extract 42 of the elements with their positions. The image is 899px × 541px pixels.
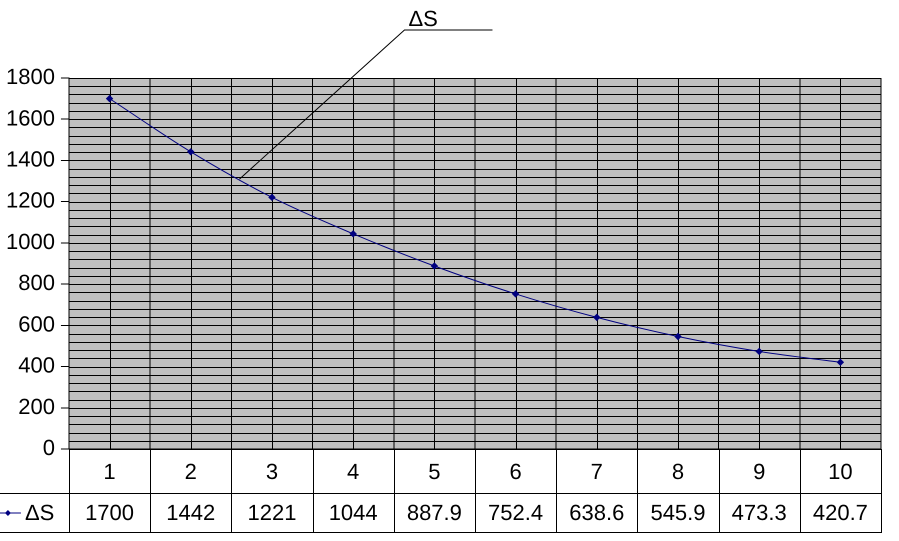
point (756, 348, 763, 355)
point (430, 262, 438, 270)
data-label: 752.4 (488, 500, 544, 526)
point (512, 290, 520, 298)
legend-label: ΔS (24, 500, 54, 526)
data-label: 1700 (85, 500, 134, 526)
data-label: 638.6 (569, 500, 624, 526)
x-tick-label: 4 (347, 459, 360, 484)
y-tick-label: 200 (18, 394, 55, 419)
point (187, 148, 194, 156)
data-label: 420.7 (812, 500, 868, 526)
data-label: 473.3 (732, 500, 787, 526)
point (593, 314, 600, 321)
y-tick-label: 1000 (6, 228, 55, 254)
x-tick-label: 1 (103, 459, 116, 484)
data-label: 1044 (328, 500, 378, 526)
y-tick-label: 1800 (6, 64, 55, 90)
point (268, 194, 276, 201)
y-tick-label: 400 (18, 352, 55, 378)
data-label: 545.9 (650, 500, 706, 526)
y-tick-label: 1200 (6, 188, 55, 213)
x-tick-label: 5 (428, 459, 440, 484)
data-label: 1221 (247, 500, 296, 526)
x-tick-label: 10 (828, 459, 853, 484)
y-tick-label: 0 (42, 435, 55, 460)
x-tick-label: 9 (753, 459, 766, 484)
data-label: 887.9 (406, 500, 462, 526)
y-tick-label: 1600 (6, 105, 55, 130)
point (106, 95, 114, 102)
point (674, 332, 682, 340)
point (836, 358, 844, 366)
y-tick-label: 800 (18, 270, 55, 296)
data-label: 1442 (166, 500, 216, 526)
y-tick-label: 1400 (6, 146, 55, 172)
point (350, 230, 357, 238)
text: ΔS (408, 6, 438, 31)
x-tick-label: 7 (590, 459, 603, 484)
x-tick-label: 8 (672, 459, 684, 484)
x-tick-label: 2 (184, 459, 197, 484)
x-tick-label: 3 (266, 459, 278, 484)
y-tick-label: 600 (18, 311, 55, 336)
x-tick-label: 6 (509, 459, 522, 484)
